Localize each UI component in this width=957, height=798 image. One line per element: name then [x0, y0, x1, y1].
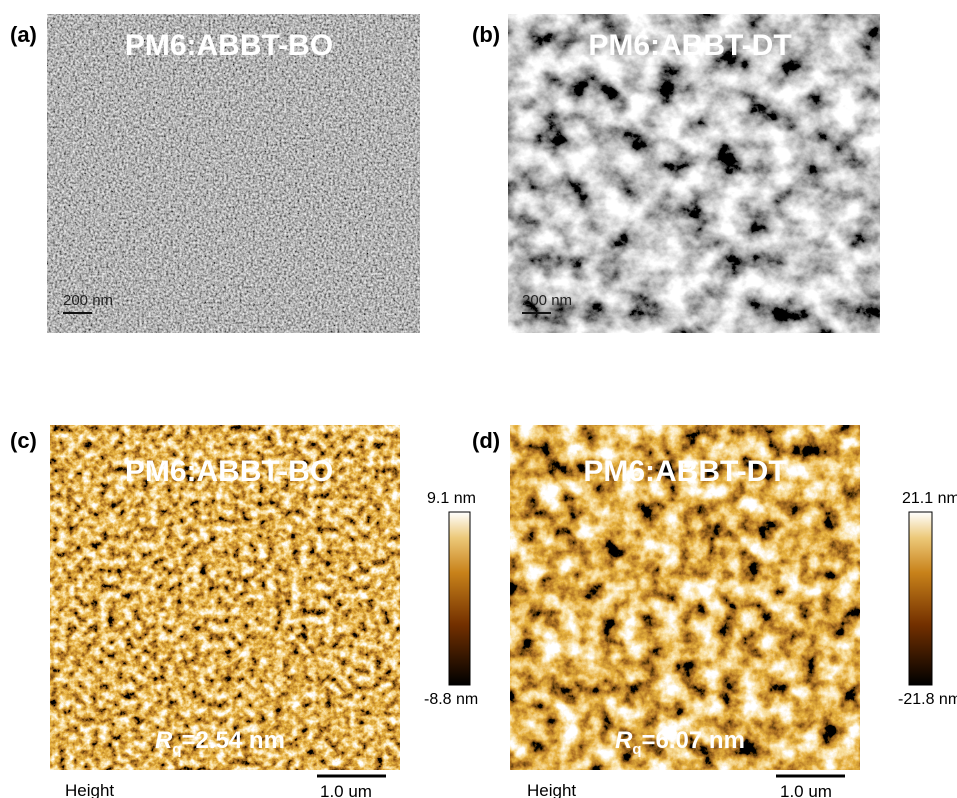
colorbar [908, 511, 933, 686]
panel-label: (c) [10, 428, 37, 453]
panel-title: PM6:ABBT-DT [583, 455, 786, 488]
channel-label: Height [527, 781, 576, 798]
panel-title: PM6:ABBT-BO [125, 29, 333, 62]
rq-symbol: R [155, 727, 173, 754]
colorbar-min: -21.8 nm [898, 691, 957, 708]
afm-image [50, 425, 400, 770]
scale-bar-label: 200 nm [63, 292, 113, 309]
panel-label: (a) [10, 22, 37, 47]
colorbar-max: 21.1 nm [902, 490, 957, 507]
colorbar-min: -8.8 nm [424, 691, 478, 708]
colorbar [448, 511, 471, 686]
roughness: Rq=6.07 nm [615, 727, 745, 758]
tem-image [47, 14, 420, 333]
tem-image [508, 14, 880, 333]
rq-value: =6.07 nm [642, 727, 745, 754]
rq-subscript: q [632, 741, 641, 758]
scale-bar-label: 1.0 um [320, 782, 372, 798]
panel-title: PM6:ABBT-DT [588, 29, 791, 62]
scale-bar-label: 200 nm [522, 292, 572, 309]
rq-symbol: R [615, 727, 633, 754]
channel-label: Height [65, 781, 114, 798]
roughness: Rq=2.54 nm [155, 727, 285, 758]
afm-image [510, 425, 860, 770]
panel-title: PM6:ABBT-BO [125, 455, 333, 488]
colorbar-max: 9.1 nm [427, 490, 476, 507]
rq-value: =2.54 nm [182, 727, 285, 754]
rq-subscript: q [172, 741, 181, 758]
scale-bar-label: 1.0 um [780, 782, 832, 798]
panel-label: (d) [472, 428, 500, 453]
panel-label: (b) [472, 22, 500, 47]
